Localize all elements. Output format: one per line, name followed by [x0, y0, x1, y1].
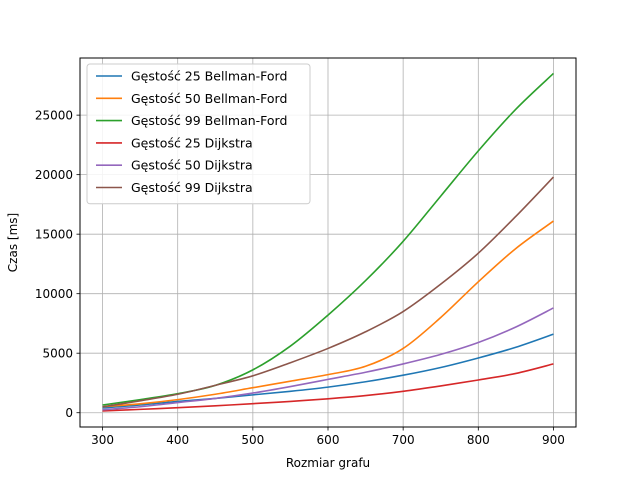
x-tick-label: 900	[542, 433, 565, 447]
legend-entry-label: Gęstość 99 Dijkstra	[131, 180, 253, 195]
series-line-1	[102, 220, 554, 408]
series-line-0	[102, 333, 554, 409]
x-tick-label: 400	[166, 433, 189, 447]
x-tick-label: 700	[392, 433, 415, 447]
y-tick-label: 20000	[35, 168, 73, 182]
x-tick-label: 800	[467, 433, 490, 447]
legend-entry-label: Gęstość 25 Dijkstra	[131, 135, 253, 150]
series-lines	[102, 72, 555, 412]
y-axis-label: Czas [ms]	[6, 213, 20, 272]
legend-box	[86, 63, 311, 205]
y-tick-label: 25000	[35, 109, 73, 123]
legend-entry-label: Gęstość 25 Bellman-Ford	[131, 69, 287, 84]
x-tick-label: 600	[317, 433, 340, 447]
series-line-3	[102, 363, 554, 412]
legend-entry-label: Gęstość 50 Dijkstra	[131, 158, 253, 173]
series-line-5	[102, 176, 555, 408]
legend: Gęstość 25 Bellman-Ford Gęstość 50 Bellma…	[86, 63, 311, 205]
series-line-4	[102, 307, 554, 411]
axis-ticks: 300 400 500 600 700 800 900 0 5000 10000 15000 2000…	[35, 109, 565, 447]
y-tick-label: 10000	[35, 287, 73, 301]
x-tick-label: 300	[91, 433, 114, 447]
legend-entry-label: Gęstość 99 Bellman-Ford	[131, 113, 287, 128]
x-tick-label: 500	[241, 433, 264, 447]
legend-entry-label: Gęstość 50 Bellman-Ford	[131, 91, 287, 106]
x-axis-label: Rozmiar grafu	[286, 456, 370, 470]
y-tick-label: 5000	[42, 347, 73, 361]
y-tick-label: 0	[65, 406, 73, 420]
y-tick-label: 15000	[35, 228, 73, 242]
